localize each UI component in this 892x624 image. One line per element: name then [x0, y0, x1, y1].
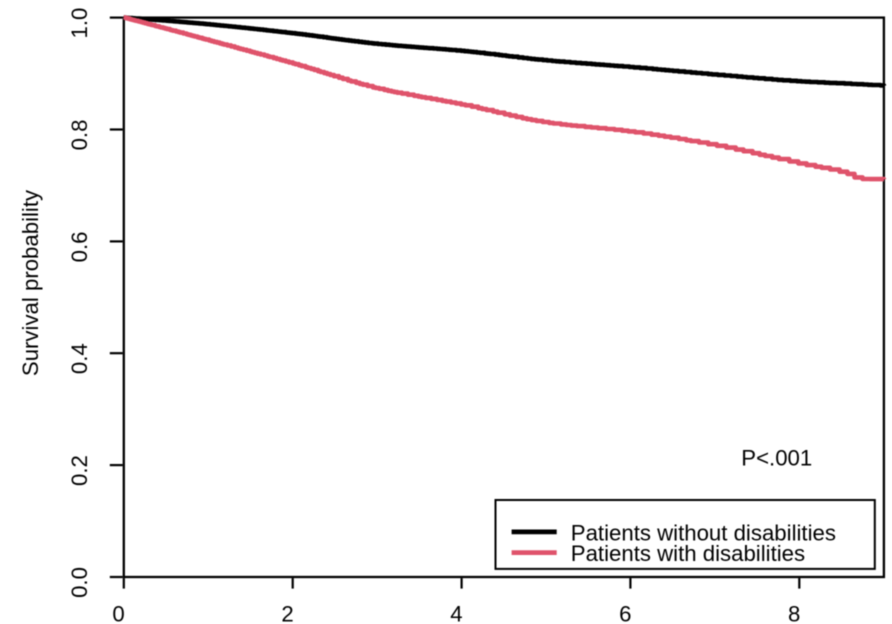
- svg-text:1.0: 1.0: [67, 8, 92, 39]
- svg-text:Patients with disabilities: Patients with disabilities: [571, 541, 805, 566]
- svg-text:Patients without disabilities: Patients without disabilities: [571, 520, 836, 545]
- svg-text:P<.001: P<.001: [741, 445, 812, 470]
- svg-text:2: 2: [281, 601, 293, 624]
- svg-text:Survival probability: Survival probability: [18, 189, 43, 376]
- svg-text:0.6: 0.6: [67, 231, 92, 262]
- svg-text:0.0: 0.0: [67, 567, 92, 598]
- svg-text:4: 4: [450, 601, 462, 624]
- svg-text:6: 6: [619, 601, 631, 624]
- svg-text:8: 8: [788, 601, 800, 624]
- svg-text:0.8: 0.8: [67, 120, 92, 151]
- svg-text:0.4: 0.4: [67, 343, 92, 374]
- svg-text:0: 0: [112, 601, 124, 624]
- svg-text:0.2: 0.2: [67, 455, 92, 486]
